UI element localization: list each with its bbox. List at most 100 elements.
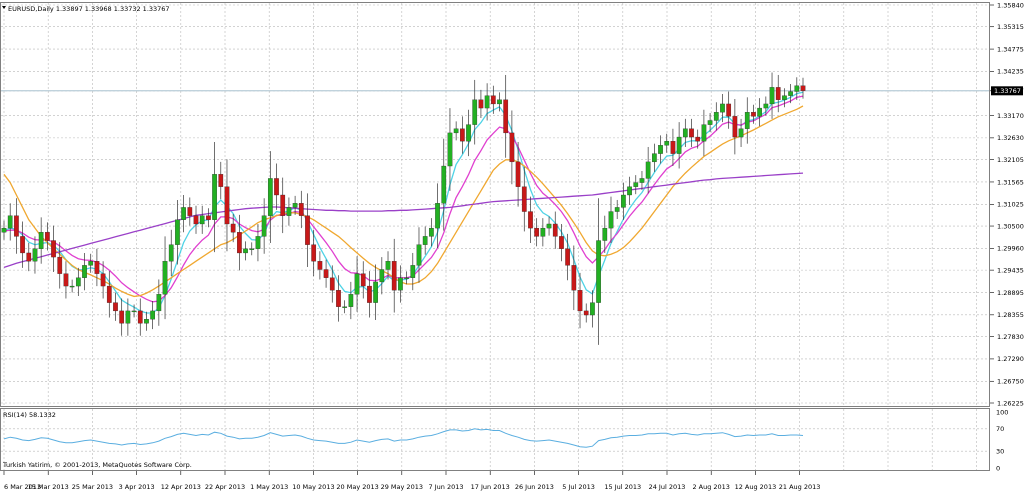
candle-down <box>329 277 335 291</box>
candle-up <box>162 261 168 295</box>
dropdown-triangle-icon[interactable] <box>2 6 6 9</box>
time-tick-label: 2 Aug 2013 <box>692 483 730 491</box>
candle-down <box>478 99 484 109</box>
candle-up <box>38 232 44 249</box>
candle-up <box>645 161 651 179</box>
moving-average-lines <box>3 91 804 314</box>
time-tick-label: 1 May 2013 <box>250 483 288 491</box>
rsi-tick-label: 0 <box>996 464 1000 472</box>
price-tick-label: 1.26750 <box>997 378 1024 386</box>
candle-down <box>515 161 521 187</box>
candle-down <box>559 236 564 249</box>
ma-line <box>3 172 804 269</box>
candle-down <box>689 128 694 138</box>
candle-up <box>199 215 205 225</box>
time-tick-label: 20 May 2013 <box>336 483 378 491</box>
candle-down <box>577 290 583 312</box>
time-tick-label: 15 Jul 2013 <box>604 483 641 491</box>
rsi-grid <box>1 409 989 470</box>
price-tick-label: 1.26225 <box>997 399 1024 407</box>
price-panel-border <box>0 2 990 407</box>
candle-up <box>416 244 422 266</box>
time-tick-label: 26 Jun 2013 <box>515 483 554 491</box>
time-tick-label: 5 Jul 2013 <box>562 483 595 491</box>
candle-up <box>168 244 174 262</box>
candle-up <box>627 186 632 196</box>
candle-down <box>14 215 19 237</box>
candle-up <box>410 265 416 278</box>
candle-down <box>45 232 50 241</box>
rsi-tick-label: 100 <box>996 408 1008 416</box>
time-tick-label: 17 Jun 2013 <box>471 483 510 491</box>
candle-up <box>292 203 298 208</box>
candle-up <box>261 215 267 237</box>
candle-down <box>695 136 701 142</box>
rsi-panel[interactable]: RSI(14) 58.1332 Turkish Yatirim, © 2001-… <box>0 408 990 471</box>
ma-line <box>3 95 804 303</box>
time-tick-label: 21 Aug 2013 <box>779 483 821 491</box>
candle-down <box>298 203 304 216</box>
price-tick-label: 1.27290 <box>997 355 1024 363</box>
candle-down <box>274 178 279 196</box>
candle-up <box>1 227 7 233</box>
time-tick-label: 29 May 2013 <box>381 483 423 491</box>
candle-down <box>187 207 193 216</box>
candle-up <box>379 269 385 283</box>
candle-up <box>596 240 601 303</box>
price-tick-label: 1.35840 <box>997 1 1024 9</box>
candle-down <box>106 285 112 303</box>
rsi-tick-label: 30 <box>996 448 1004 456</box>
candle-down <box>206 215 211 220</box>
candle-up <box>738 128 744 138</box>
candle-up <box>621 194 626 208</box>
candle-down <box>63 273 69 287</box>
candle-down <box>100 273 106 287</box>
candle-down <box>280 194 286 216</box>
candle-up <box>404 277 409 279</box>
price-axis: 1.35840 1.35315 1.34775 1.34235 1.33767 1.331… <box>990 1 1024 407</box>
candle-up <box>633 182 639 187</box>
candle-up <box>422 236 428 245</box>
candle-up <box>658 145 663 154</box>
candle-down <box>503 99 509 134</box>
candle-down <box>218 174 224 187</box>
candle-up <box>453 128 459 134</box>
time-tick-label: 3 Apr 2013 <box>119 483 155 491</box>
symbol-header: EURUSD,Daily 1.33897 1.33968 1.33732 1.3… <box>8 5 170 13</box>
candle-up <box>267 178 273 216</box>
candle-up <box>447 132 453 167</box>
candle-up <box>354 273 360 295</box>
candle-up <box>713 112 719 121</box>
time-tick-label: 25 Mar 2013 <box>72 483 113 491</box>
candle-up <box>150 310 156 320</box>
time-tick-label: 22 Apr 2013 <box>205 483 245 491</box>
candle-up <box>429 227 434 237</box>
rsi-panel-border <box>0 408 990 471</box>
candle-up <box>602 227 608 241</box>
candle-up <box>348 294 354 307</box>
candle-up <box>484 95 490 109</box>
price-panel[interactable]: EURUSD,Daily 1.33897 1.33968 1.33732 1.3… <box>0 2 990 407</box>
candle-up <box>639 178 645 183</box>
time-tick-label: 12 Apr 2013 <box>161 483 201 491</box>
candle-down <box>230 223 236 233</box>
candle-up <box>249 248 255 250</box>
candle-up <box>769 87 775 105</box>
candle-up <box>782 95 787 100</box>
price-tick-label: 1.34775 <box>997 45 1024 53</box>
candle-up <box>546 223 552 229</box>
candle-up <box>385 261 391 270</box>
candle-down <box>726 103 732 117</box>
candle-down <box>113 302 118 312</box>
candle-up <box>144 319 149 324</box>
candle-up <box>472 99 478 125</box>
candlesticks <box>1 72 806 345</box>
price-tick-label: 1.34235 <box>997 68 1024 76</box>
candle-down <box>224 186 230 225</box>
candle-down <box>528 211 533 229</box>
candle-up <box>701 124 707 142</box>
candle-up <box>466 124 471 142</box>
candle-up <box>398 277 403 291</box>
candle-down <box>137 310 143 324</box>
